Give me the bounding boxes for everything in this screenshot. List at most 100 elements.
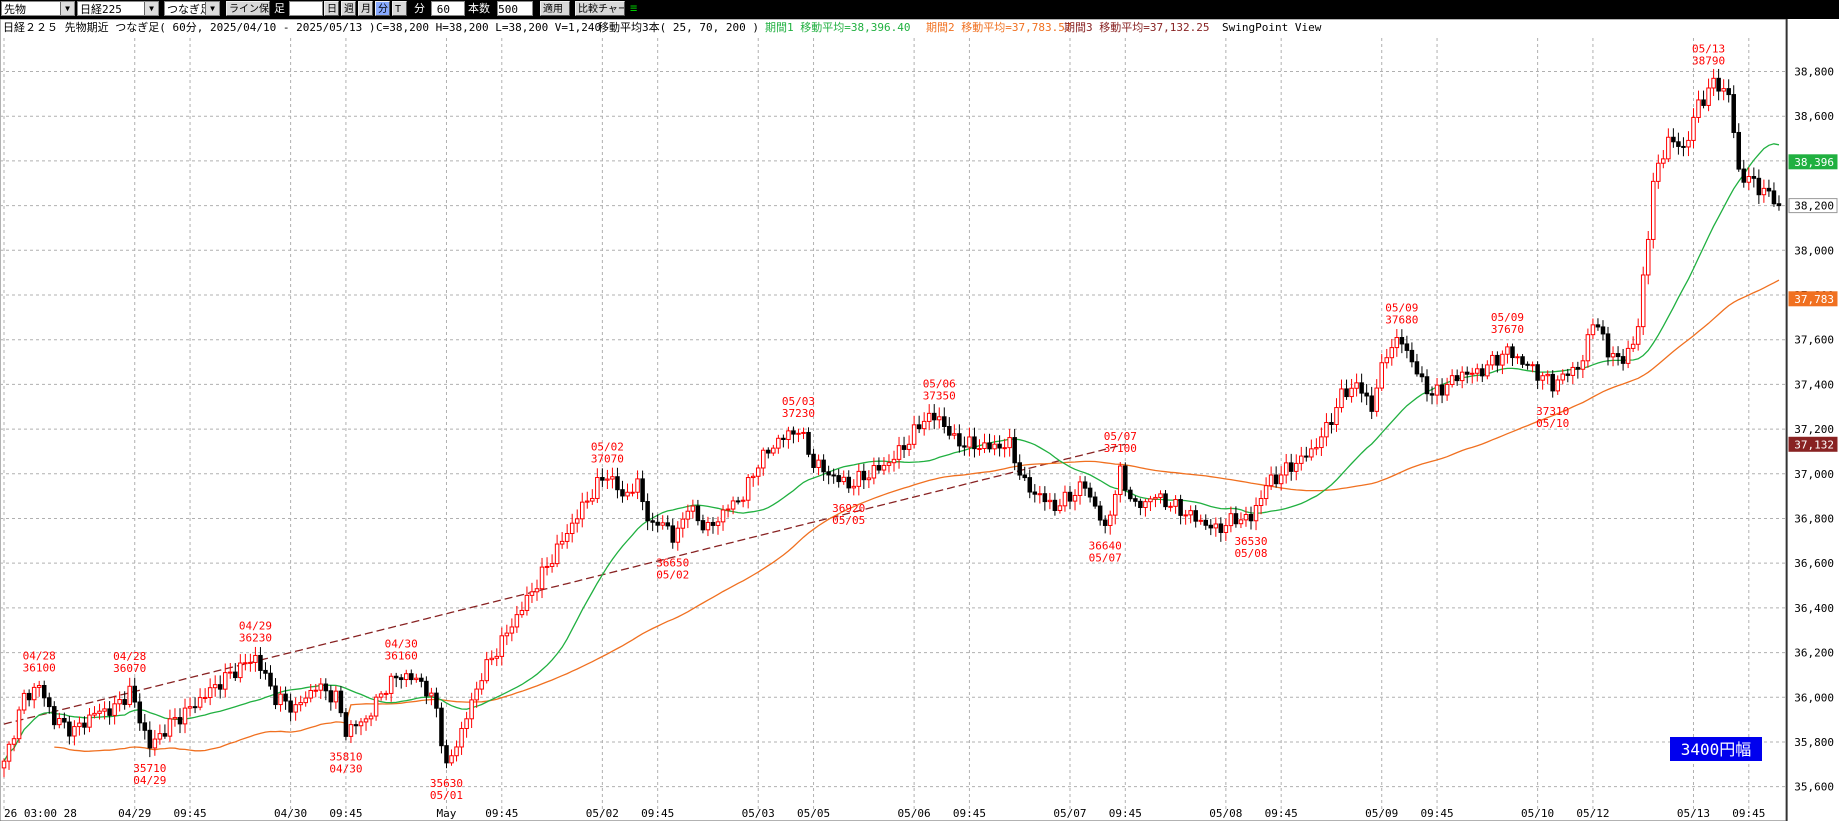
candle-body <box>1656 162 1661 182</box>
x-tick-label: 09:45 <box>1732 807 1765 820</box>
ma-settings: 移動平均3本( 25, 70, 200 ) <box>598 20 759 34</box>
candle-body <box>172 717 178 720</box>
x-tick-label: 09:45 <box>485 807 518 820</box>
swing-label-line2: 36070 <box>113 662 146 675</box>
candle-body <box>1505 346 1510 355</box>
candle-body <box>1133 498 1138 502</box>
candle-body <box>680 518 686 529</box>
candle-body <box>620 489 625 497</box>
candle-body <box>1037 493 1043 496</box>
candle-body <box>192 706 198 709</box>
line-save-button[interactable]: ライン保存 <box>226 1 270 16</box>
candle-body <box>519 609 525 616</box>
candle-body <box>831 474 836 477</box>
candle-body <box>1178 499 1183 516</box>
candle-body <box>655 521 660 526</box>
price-tag-bg <box>1788 291 1838 307</box>
candle-body <box>1449 375 1455 385</box>
market-select[interactable]: 先物 ▼ <box>1 1 75 16</box>
candle-body <box>1480 368 1485 377</box>
swing-label-line2: 05/07 <box>1089 552 1122 565</box>
candle-body <box>1394 337 1400 349</box>
price-tag-label: 38,200 <box>1794 200 1834 213</box>
candle-body <box>564 533 570 542</box>
apply-button[interactable]: 適用 <box>540 1 570 16</box>
candle-body <box>1434 384 1440 396</box>
swing-label-line1: 05/02 <box>591 441 624 454</box>
candle-body <box>1082 481 1088 489</box>
index-select[interactable]: 日経225 ▼ <box>77 1 159 16</box>
candle-body <box>1706 87 1711 106</box>
candle-body <box>786 430 791 440</box>
candle-body <box>1032 491 1038 495</box>
candle-body <box>750 475 756 479</box>
candle-body <box>1565 373 1571 376</box>
candle-body <box>705 521 711 531</box>
candle-body <box>1188 510 1193 516</box>
candle-body <box>1681 145 1686 148</box>
candle-body <box>1661 158 1666 164</box>
period-day-button[interactable]: 日 <box>324 1 339 16</box>
candle-body <box>1288 462 1294 472</box>
period-tick-button[interactable]: T <box>392 1 407 16</box>
candle-body <box>590 497 595 502</box>
candle-body <box>122 699 127 705</box>
chart-type-icon[interactable]: ≡ <box>630 1 638 15</box>
y-tick-label: 36,000 <box>1794 691 1834 704</box>
candle-body <box>1399 337 1405 345</box>
candle-body <box>600 477 605 481</box>
candle-body <box>574 518 580 524</box>
candle-body <box>1515 356 1520 359</box>
candle-body <box>1238 519 1244 525</box>
candle-body <box>454 746 459 757</box>
candle-body <box>489 657 494 661</box>
candle-body <box>1052 499 1058 511</box>
candle-body <box>1444 383 1450 396</box>
candle-body <box>766 449 771 454</box>
period-minute-button[interactable]: 分 <box>375 1 390 16</box>
candle-body <box>1138 500 1143 509</box>
candle-body <box>695 505 701 522</box>
candle-body <box>1102 519 1108 526</box>
candle-body <box>1666 136 1671 160</box>
swing-label-line1: 37310 <box>1536 405 1569 418</box>
period-week-button[interactable]: 週 <box>341 1 356 16</box>
candle-body <box>162 733 168 737</box>
ma2-readout: 期間2 移動平均=37,783.57 <box>926 20 1071 34</box>
candle-body <box>987 442 992 450</box>
candle-body <box>1369 395 1374 412</box>
candle-body <box>650 520 655 523</box>
candle-body <box>771 447 776 454</box>
candle-body <box>1112 493 1118 516</box>
candle-body <box>585 500 590 503</box>
x-tick-label: 09:45 <box>641 807 674 820</box>
grid <box>0 19 1787 821</box>
count-input[interactable]: 500 <box>497 1 533 16</box>
candle-body <box>1193 510 1198 522</box>
candle-body <box>419 677 424 682</box>
mode-select[interactable]: つなぎ足 ▼ <box>164 1 220 16</box>
candle-body <box>102 708 107 712</box>
candle-body <box>947 426 952 436</box>
y-tick-label: 36,600 <box>1794 557 1834 570</box>
period-month-button[interactable]: 月 <box>358 1 373 16</box>
candle-body <box>258 654 263 671</box>
candle-body <box>791 430 796 435</box>
swing-label-line1: 36920 <box>832 502 865 515</box>
candle-body <box>313 689 319 692</box>
candle-body <box>1384 357 1390 364</box>
x-tick-label: 05/12 <box>1576 807 1609 820</box>
candle-body <box>1329 422 1334 425</box>
candle-body <box>31 686 37 701</box>
candle-body <box>1223 525 1229 533</box>
minute-input[interactable]: 60 <box>431 1 465 16</box>
swing-labels: 04/283610004/28360703571004/2904/2936230… <box>23 42 1726 802</box>
ashi-label: 足 <box>274 2 285 15</box>
candle-body <box>735 500 741 503</box>
candle-body <box>1042 493 1048 503</box>
candle-body <box>821 459 826 473</box>
ashi-input[interactable] <box>289 1 323 16</box>
candle-body <box>107 708 112 716</box>
compare-chart-button[interactable]: 比較チャート <box>575 1 625 16</box>
candle-body <box>891 458 897 464</box>
